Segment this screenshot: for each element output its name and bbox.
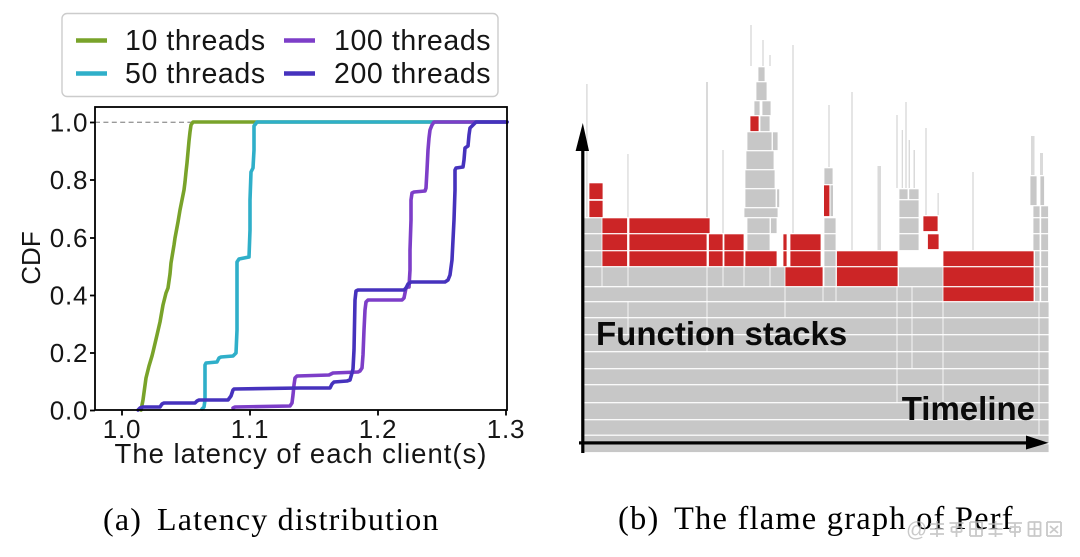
svg-text:The flame graph of Perf: The flame graph of Perf [674, 501, 1014, 537]
svg-text:(a): (a) [103, 501, 142, 537]
svg-text:10 threads: 10 threads [125, 25, 266, 57]
svg-text:100 threads: 100 threads [334, 25, 491, 57]
svg-text:Function stacks: Function stacks [596, 315, 847, 352]
svg-text:(b): (b) [618, 501, 660, 537]
svg-text:0.6: 0.6 [50, 223, 89, 253]
svg-text:0.0: 0.0 [50, 396, 89, 426]
svg-text:1.2: 1.2 [359, 414, 398, 444]
svg-text:Timeline: Timeline [902, 390, 1035, 427]
svg-text:1.0: 1.0 [50, 108, 89, 138]
svg-text:0.2: 0.2 [50, 338, 89, 368]
svg-text:200 threads: 200 threads [334, 58, 491, 90]
svg-text:Latency distribution: Latency distribution [157, 501, 440, 537]
svg-text:0.4: 0.4 [50, 281, 89, 311]
svg-text:1.3: 1.3 [487, 414, 526, 444]
svg-text:@: @ [906, 519, 927, 542]
svg-text:The latency of each client(s): The latency of each client(s) [115, 438, 488, 469]
svg-text:50 threads: 50 threads [125, 58, 266, 90]
svg-text:CDF: CDF [16, 231, 46, 284]
svg-text:1.1: 1.1 [231, 414, 270, 444]
svg-text:1.0: 1.0 [103, 414, 142, 444]
svg-text:0.8: 0.8 [50, 165, 89, 195]
